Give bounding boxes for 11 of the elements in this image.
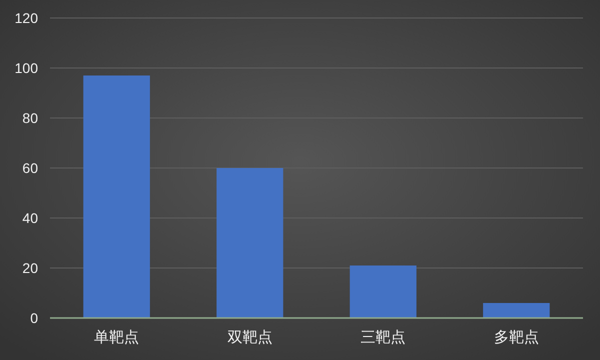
y-tick-label: 80 [22, 110, 38, 126]
x-tick-label: 三靶点 [360, 329, 406, 346]
y-tick-label: 60 [22, 160, 38, 176]
y-tick-label: 40 [22, 210, 38, 226]
x-tick-label: 双靶点 [227, 329, 272, 346]
y-tick-label: 120 [14, 10, 38, 26]
y-tick-label: 20 [22, 260, 38, 276]
y-tick-label: 0 [30, 310, 38, 326]
x-tick-label: 多靶点 [494, 329, 539, 346]
x-tick-label: 单靶点 [94, 329, 140, 346]
y-tick-label: 100 [14, 60, 38, 76]
